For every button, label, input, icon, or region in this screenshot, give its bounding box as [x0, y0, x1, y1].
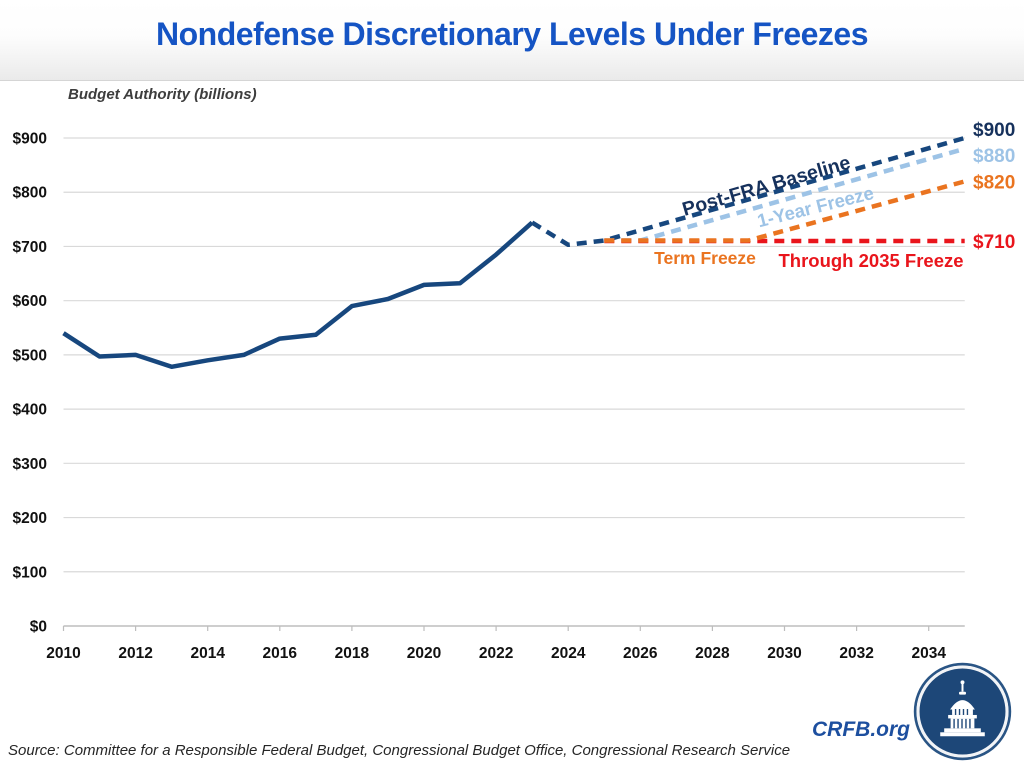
y-tick-label: $600	[13, 293, 47, 310]
y-tick-label: $900	[13, 131, 47, 148]
y-tick-label: $700	[13, 239, 47, 256]
series-end-label: $820	[973, 172, 1015, 193]
capitol-dome-icon	[913, 662, 1012, 761]
series-line	[530, 135, 966, 248]
series-line	[604, 179, 966, 243]
source-note: Source: Committee for a Responsible Fede…	[8, 742, 791, 759]
series-name-label: Term Freeze	[654, 248, 756, 268]
y-axis-title: Budget Authority (billions)	[68, 86, 257, 103]
series-name-label: Through 2035 Freeze	[778, 250, 963, 271]
x-tick-label: 2016	[263, 645, 298, 662]
x-tick-label: 2026	[623, 645, 658, 662]
y-tick-label: $400	[13, 402, 47, 419]
x-tick-label: 2014	[190, 645, 225, 662]
series-end-label: $710	[973, 232, 1015, 253]
x-tick-label: 2018	[335, 645, 370, 662]
y-tick-label: $0	[30, 619, 47, 636]
header-band: Nondefense Discretionary Levels Under Fr…	[0, 0, 1024, 81]
x-tick-label: 2030	[767, 645, 801, 662]
series-end-label: $880	[973, 146, 1015, 167]
x-tick-label: 2020	[407, 645, 441, 662]
x-tick-label: 2022	[479, 645, 513, 662]
y-tick-label: $500	[13, 347, 47, 364]
series-end-label: $900	[973, 120, 1015, 141]
x-tick-label: 2028	[695, 645, 730, 662]
x-tick-label: 2034	[911, 645, 946, 662]
y-tick-label: $300	[13, 456, 47, 473]
y-tick-label: $100	[13, 564, 47, 581]
series-line	[62, 220, 534, 370]
page-title: Nondefense Discretionary Levels Under Fr…	[156, 16, 869, 52]
brand-wordmark: CRFB.org	[812, 718, 910, 741]
x-tick-label: 2032	[839, 645, 873, 662]
x-tick-label: 2024	[551, 645, 586, 662]
y-tick-label: $800	[13, 185, 47, 202]
y-tick-label: $200	[13, 510, 47, 527]
x-tick-label: 2010	[46, 645, 80, 662]
x-tick-label: 2012	[118, 645, 152, 662]
